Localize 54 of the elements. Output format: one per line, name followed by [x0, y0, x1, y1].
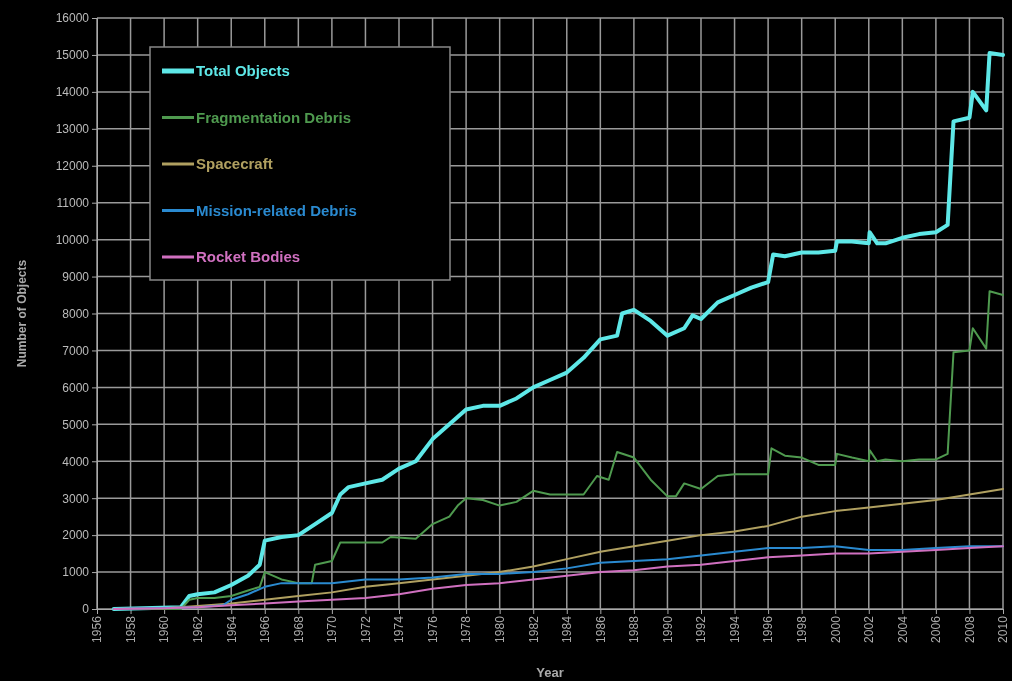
y-tick-label: 7000	[62, 343, 90, 358]
x-tick-label: 1968	[291, 615, 306, 643]
legend-label: Fragmentation Debris	[196, 108, 352, 126]
x-tick-label: 1980	[492, 615, 507, 643]
x-tick-label: 1972	[358, 615, 373, 643]
y-tick-label: 5000	[62, 417, 90, 432]
y-axis-title: Number of Objects	[15, 259, 29, 368]
x-tick-label: 1966	[258, 615, 273, 643]
y-tick-label: 4000	[62, 454, 90, 469]
x-tick-label: 1964	[224, 615, 239, 643]
x-tick-label: 1986	[593, 615, 608, 643]
x-tick-label: 1992	[694, 615, 709, 643]
x-tick-label: 1978	[459, 615, 474, 643]
legend-label: Spacecraft	[196, 155, 273, 172]
x-tick-label: 2002	[862, 615, 877, 643]
x-tick-label: 1956	[90, 615, 105, 643]
x-tick-label: 1998	[794, 615, 809, 643]
x-tick-label: 1984	[560, 615, 575, 643]
x-tick-label: 2006	[929, 615, 944, 643]
y-tick-label: 8000	[62, 306, 90, 321]
y-tick-label: 1000	[62, 565, 90, 580]
y-tick-label: 9000	[62, 269, 90, 284]
y-tick-label: 13000	[55, 122, 90, 137]
x-tick-label: 1996	[761, 615, 776, 643]
y-tick-label: 3000	[62, 491, 90, 506]
x-tick-label: 1958	[123, 615, 138, 643]
line-series	[111, 51, 1005, 611]
x-axis-title: Year	[536, 665, 564, 680]
y-tick-label: 14000	[55, 85, 90, 100]
x-tick-label: 1990	[660, 615, 675, 643]
x-tick-label: 1982	[526, 615, 541, 643]
x-tick-label: 1994	[727, 615, 742, 643]
legend-label: Mission-related Debris	[196, 201, 357, 219]
x-tick-label: 1970	[325, 615, 340, 643]
legend-label: Rocket Bodies	[196, 248, 301, 265]
y-tick-label: 16000	[55, 11, 90, 26]
x-tick-label: 2008	[962, 615, 977, 643]
line-series	[112, 545, 1004, 610]
y-tick-label: 10000	[55, 232, 90, 247]
x-tick-label: 1962	[190, 615, 205, 643]
y-tick-label: 15000	[55, 48, 90, 63]
x-tick-label: 1974	[392, 615, 407, 643]
x-tick-label: 2004	[895, 615, 910, 643]
y-tick-label: 11000	[56, 196, 90, 211]
y-tick-label: 12000	[55, 159, 90, 174]
x-tick-label: 2000	[828, 615, 843, 643]
y-tick-label: 2000	[62, 528, 90, 543]
y-tick-label: 0	[82, 602, 90, 617]
y-tick-label: 6000	[62, 380, 90, 395]
x-tick-label: 1988	[627, 615, 642, 643]
legend-label: Total Objects	[196, 62, 290, 79]
x-tick-label: 1960	[157, 615, 172, 643]
x-tick-label: 1976	[425, 615, 440, 643]
x-tick-label: 2010	[996, 615, 1011, 643]
